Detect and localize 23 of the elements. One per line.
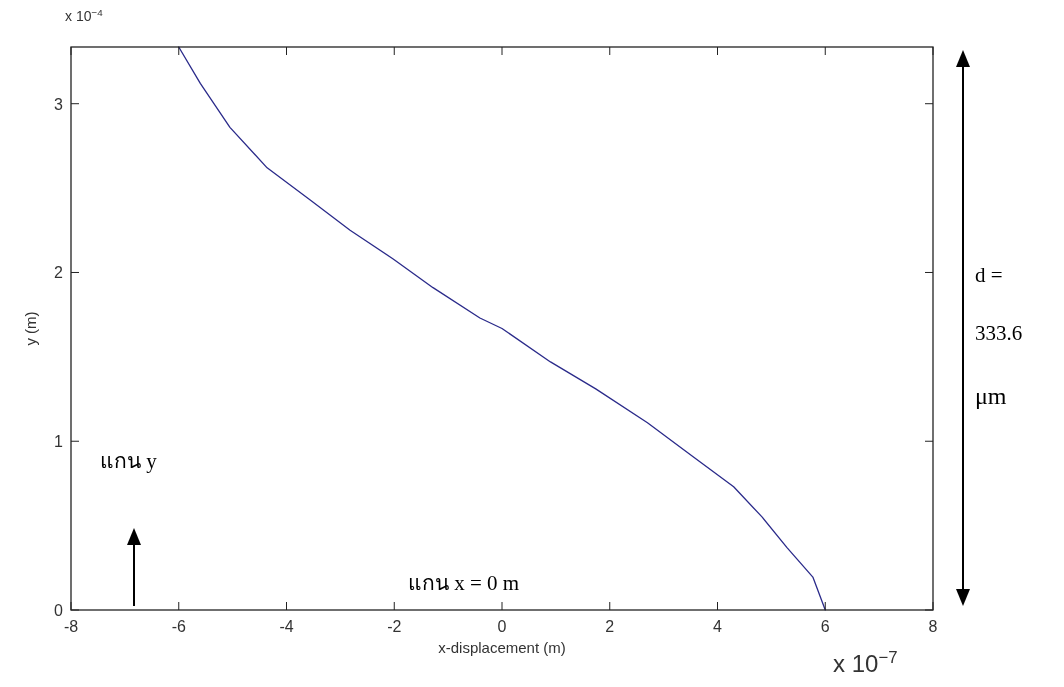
x-tick-label: 6 [820, 618, 830, 635]
x-tick-label: 4 [713, 618, 723, 635]
x-tick-label: -2 [387, 618, 402, 635]
x-tick-label: 0 [497, 618, 507, 635]
annotation: แกน y [100, 449, 158, 473]
y-tick-label: 0 [54, 602, 64, 619]
x-tick-label: 8 [928, 618, 938, 635]
annotation: แกน x = 0 m [408, 571, 520, 595]
text: μm [975, 383, 1007, 409]
line-series [178, 46, 826, 611]
x-tick-label: 2 [605, 618, 615, 635]
text: 333.6 [975, 321, 1023, 345]
text: d = [975, 263, 1003, 287]
text: x 10$^{−7}$ [833, 647, 898, 677]
y-tick-label: 2 [54, 264, 64, 282]
x-tick-label: -6 [171, 618, 186, 635]
y-tick-label: 3 [54, 95, 64, 113]
y-tick-label: 1 [54, 433, 64, 451]
x-axis-title: x-displacement (m) [438, 639, 566, 656]
x-tick-label: -4 [279, 618, 294, 635]
text: x 10$^{−4}$ [65, 6, 104, 24]
y-axis-title: y (m) [22, 311, 39, 346]
x-tick-label: -8 [63, 618, 79, 635]
